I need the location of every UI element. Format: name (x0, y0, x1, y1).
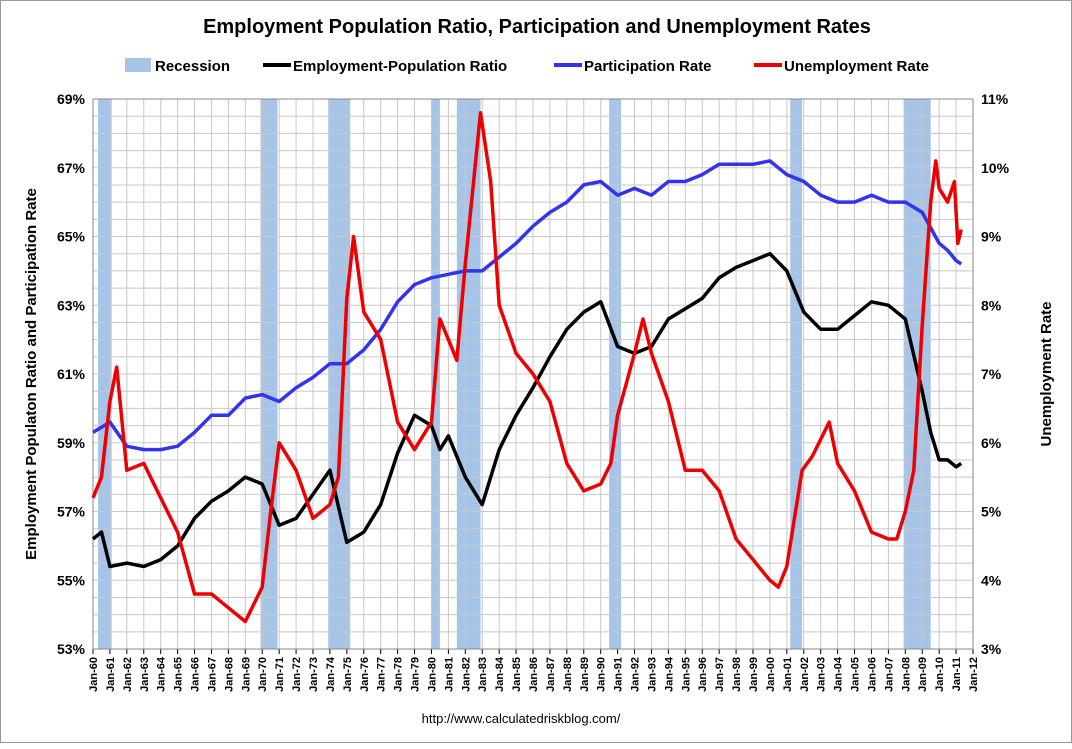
y2-tick-label: 5% (981, 504, 1002, 520)
x-tick-label: Jan-69 (240, 657, 252, 692)
y-tick-label: 55% (57, 572, 86, 588)
x-tick-label: Jan-74 (325, 656, 337, 692)
x-tick-label: Jan-70 (257, 657, 269, 692)
y2-tick-label: 9% (981, 229, 1002, 245)
y2-tick-label: 11% (981, 91, 1009, 107)
legend-swatch (125, 58, 151, 72)
y-tick-label: 59% (57, 435, 86, 451)
x-tick-label: Jan-86 (528, 657, 540, 692)
x-tick-label: Jan-97 (714, 657, 726, 692)
x-tick-label: Jan-83 (477, 657, 489, 692)
x-tick-label: Jan-73 (308, 657, 320, 692)
series-line-employment-population-ratio (91, 251, 963, 569)
series-line-unemployment-rate (91, 111, 963, 624)
y2-tick-label: 4% (981, 572, 1002, 588)
x-tick-label: Jan-93 (646, 657, 658, 692)
x-tick-label: Jan-64 (156, 656, 168, 692)
x-tick-label: Jan-04 (833, 656, 845, 692)
x-tick-label: Jan-92 (630, 657, 642, 692)
x-tick-label: Jan-87 (545, 657, 557, 692)
y-tick-label: 67% (57, 160, 86, 176)
x-tick-label: Jan-12 (968, 657, 980, 692)
y-tick-label: 65% (57, 229, 86, 245)
x-tick-label: Jan-85 (511, 657, 523, 692)
x-tick-label: Jan-72 (291, 657, 303, 692)
x-tick-label: Jan-08 (900, 657, 912, 692)
y-tick-label: 61% (57, 366, 86, 382)
y-tick-label: 53% (57, 641, 86, 657)
x-tick-label: Jan-89 (579, 657, 591, 692)
series-line-participation-rate (92, 159, 963, 452)
x-tick-label: Jan-88 (562, 657, 574, 692)
legend-label: Employment-Population Ratio (293, 58, 507, 75)
x-tick-label: Jan-75 (342, 657, 354, 692)
legend: Recession Employment-Population Ratio Part… (125, 58, 929, 75)
x-tick-label: Jan-77 (376, 657, 388, 692)
y2-tick-label: 7% (981, 366, 1002, 382)
legend-label: Participation Rate (584, 58, 712, 75)
y2-tick-label: 6% (981, 435, 1002, 451)
x-tick-label: Jan-91 (613, 657, 625, 692)
x-tick-label: Jan-81 (443, 657, 455, 692)
x-tick-label: Jan-05 (850, 657, 862, 692)
x-tick-label: Jan-96 (697, 657, 709, 692)
x-tick-label: Jan-06 (866, 657, 878, 692)
y-axis-label: Employment Populaton Ratio and Participa… (23, 188, 40, 560)
x-tick-label: Jan-84 (494, 656, 506, 692)
y-tick-label: 69% (57, 91, 86, 107)
x-tick-label: Jan-78 (393, 657, 405, 692)
y2-tick-label: 8% (981, 297, 1002, 313)
x-tick-label: Jan-65 (173, 657, 185, 692)
source-url: http://www.calculatedriskblog.com/ (422, 711, 621, 726)
chart-title: Employment Population Ratio, Participati… (203, 16, 871, 38)
x-tick-label: Jan-00 (765, 657, 777, 692)
y-tick-label: 63% (57, 297, 86, 313)
x-tick-label: Jan-67 (206, 657, 218, 692)
x-tick-label: Jan-62 (122, 657, 134, 692)
x-tick-label: Jan-07 (883, 657, 895, 692)
y2-axis-label: Unemployment Rate (1038, 301, 1055, 446)
x-tick-label: Jan-82 (460, 657, 472, 692)
x-tick-label: Jan-98 (731, 657, 743, 692)
x-tick-label: Jan-80 (426, 657, 438, 692)
x-tick-label: Jan-76 (359, 657, 371, 692)
x-tick-label: Jan-09 (917, 657, 929, 692)
y2-tick-label: 10% (981, 160, 1010, 176)
x-tick-label: Jan-99 (748, 657, 760, 692)
x-tick-label: Jan-71 (274, 657, 286, 692)
x-tick-label: Jan-95 (680, 657, 692, 692)
x-tick-label: Jan-11 (951, 657, 963, 691)
x-tick-label: Jan-01 (782, 657, 794, 692)
legend-label: Recession (155, 58, 230, 75)
x-tick-label: Jan-60 (88, 657, 100, 692)
plot-border (92, 98, 974, 650)
x-tick-label: Jan-61 (105, 657, 117, 692)
x-tick-label: Jan-68 (223, 657, 235, 692)
y-tick-label: 57% (57, 504, 86, 520)
x-tick-label: Jan-79 (410, 657, 422, 692)
legend-label: Unemployment Rate (784, 58, 929, 75)
x-tick-label: Jan-94 (663, 656, 675, 692)
x-tick-label: Jan-03 (816, 657, 828, 692)
x-tick-label: Jan-63 (139, 657, 151, 692)
x-tick-label: Jan-02 (799, 657, 811, 692)
x-tick-label: Jan-90 (596, 657, 608, 692)
y2-tick-label: 3% (981, 641, 1002, 657)
x-tick-label: Jan-66 (190, 657, 202, 692)
x-tick-label: Jan-10 (934, 657, 946, 692)
